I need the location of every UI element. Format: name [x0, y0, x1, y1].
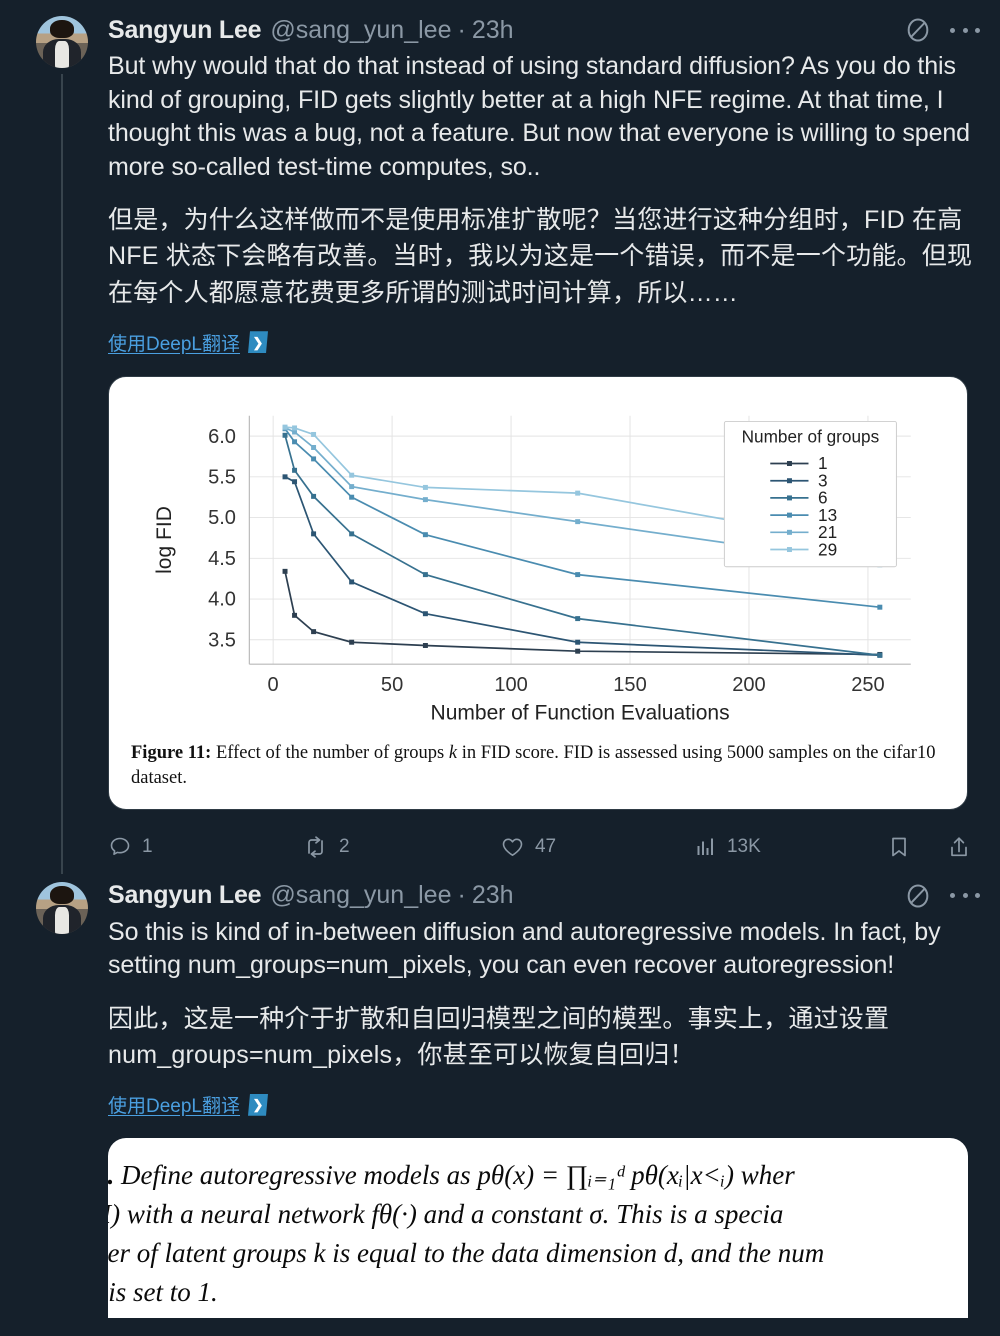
bookmark-button[interactable] — [888, 835, 910, 859]
math-equation-image: 1. Define autoregressive models as pθ(x)… — [108, 1156, 968, 1312]
reply-button[interactable]: 1 — [108, 835, 303, 859]
caption-part-2: in FID score. FID is assessed using 5000… — [131, 742, 936, 788]
timestamp[interactable]: 23h — [471, 881, 514, 910]
chart-svg: 3.5 4.0 4.5 5.0 5.5 6.0 0 50 100 150 200 250 Number … — [153, 415, 911, 724]
svg-text:3: 3 — [818, 470, 828, 490]
svg-text:5.0: 5.0 — [208, 507, 236, 529]
svg-text:6: 6 — [818, 487, 828, 507]
share-button[interactable] — [948, 835, 970, 859]
tweet-1-text-chinese: 但是，为什么这样做而不是使用标准扩散呢？当您进行这种分组时，FID 在高 NFE… — [108, 206, 973, 307]
bookmark-icon — [892, 837, 906, 857]
svg-text:3.5: 3.5 — [208, 629, 236, 651]
math-line-3: ber of latent groups k is equal to the d… — [108, 1237, 825, 1268]
svg-text:50: 50 — [381, 674, 403, 696]
math-line-1-number: 1. — [108, 1160, 115, 1191]
tweet-1-text-english: But why would that do that instead of us… — [108, 52, 970, 181]
share-icon — [951, 837, 967, 856]
like-button[interactable]: 47 — [500, 835, 695, 859]
math-line-4: j is set to 1. — [108, 1276, 218, 1307]
retweet-button[interactable]: 2 — [303, 835, 500, 859]
thread-connector-line — [61, 74, 63, 874]
svg-text:150: 150 — [613, 674, 646, 696]
tweet-2-header: Sangyun Lee @sang_yun_lee · 23h — [108, 880, 980, 912]
tweet-1-action-bar: 1 2 47 — [108, 824, 980, 870]
analytics-bars-icon — [697, 838, 713, 855]
heart-icon — [502, 838, 523, 856]
tweet-2-text-english: So this is kind of in-between diffusion … — [108, 917, 941, 980]
retweet-count: 2 — [339, 835, 350, 857]
tweet-2-translate-row: 使用DeepL翻译 ❯ — [108, 1091, 980, 1118]
tweet-1: Sangyun Lee @sang_yun_lee · 23h But why … — [36, 14, 980, 874]
svg-text:5.5: 5.5 — [208, 466, 236, 488]
svg-text:250: 250 — [851, 674, 884, 696]
svg-text:4.0: 4.0 — [208, 588, 236, 610]
grok-slash-icon[interactable] — [904, 882, 932, 910]
tweet-2-text-chinese: 因此，这是一种介于扩散和自回归模型之间的模型。事实上，通过设置 num_grou… — [108, 1004, 890, 1069]
fid-vs-nfe-line-chart: 3.5 4.0 4.5 5.0 5.5 6.0 0 50 100 150 200 250 Number … — [127, 391, 949, 731]
tweet-2-gutter — [36, 880, 98, 1319]
figure-caption: Figure 11: Effect of the number of group… — [109, 741, 967, 809]
svg-text:6.0: 6.0 — [208, 426, 236, 448]
author-display-name[interactable]: Sangyun Lee — [108, 881, 262, 910]
tweet-2-body: Sangyun Lee @sang_yun_lee · 23h So this … — [98, 880, 980, 1319]
like-count: 47 — [534, 835, 557, 857]
tweet-2: Sangyun Lee @sang_yun_lee · 23h So this … — [0, 870, 1000, 1319]
retweet-icon — [308, 836, 323, 858]
avatar[interactable] — [36, 881, 88, 934]
tweet-1-gutter — [36, 14, 98, 874]
tweet-1-media-card[interactable]: 3.5 4.0 4.5 5.0 5.5 6.0 0 50 100 150 200 250 Number … — [108, 375, 968, 810]
math-line-2: ²I) with a neural network fθ(·) and a co… — [108, 1199, 784, 1230]
deepl-logo-icon: ❯ — [248, 331, 268, 354]
figure-container: 3.5 4.0 4.5 5.0 5.5 6.0 0 50 100 150 200 250 Number … — [109, 377, 967, 741]
more-options-icon[interactable] — [950, 18, 980, 42]
author-handle[interactable]: @sang_yun_lee — [270, 15, 452, 44]
svg-text:0: 0 — [268, 674, 279, 696]
tweet-1-header: Sangyun Lee @sang_yun_lee · 23h — [108, 14, 980, 46]
more-options-icon[interactable] — [950, 884, 980, 908]
caption-italic-k: k — [448, 742, 458, 763]
separator-dot: · — [457, 881, 466, 910]
tweet-2-media-card[interactable]: 1. Define autoregressive models as pθ(x)… — [108, 1138, 968, 1319]
separator-dot: · — [457, 15, 466, 44]
caption-prefix: Figure 11: — [131, 742, 212, 763]
deepl-logo-icon: ❯ — [248, 1093, 268, 1116]
author-handle[interactable]: @sang_yun_lee — [270, 881, 452, 910]
deepl-translate-link[interactable]: 使用DeepL翻译 — [108, 1096, 240, 1118]
timestamp[interactable]: 23h — [471, 15, 514, 44]
svg-text:Number of groups: Number of groups — [742, 426, 880, 446]
tweet-1-translate-row: 使用DeepL翻译 ❯ — [108, 329, 980, 356]
avatar[interactable] — [36, 16, 88, 68]
svg-text:200: 200 — [732, 674, 765, 696]
reply-count: 1 — [142, 835, 153, 857]
svg-text:100: 100 — [494, 674, 527, 696]
view-count: 13K — [726, 835, 761, 857]
svg-text:4.5: 4.5 — [208, 548, 236, 570]
math-line-1: Define autoregressive models as pθ(x) = … — [114, 1160, 795, 1191]
views-button[interactable]: 13K — [695, 836, 888, 858]
svg-text:1: 1 — [818, 453, 828, 473]
deepl-translate-link[interactable]: 使用DeepL翻译 — [108, 333, 240, 355]
svg-text:29: 29 — [818, 539, 837, 559]
caption-part-1: Effect of the number of groups — [211, 742, 449, 763]
svg-text:Number of Function Evaluations: Number of Function Evaluations — [431, 701, 730, 724]
reply-icon — [110, 837, 130, 855]
svg-text:21: 21 — [818, 522, 837, 542]
tweet-1-body: Sangyun Lee @sang_yun_lee · 23h But why … — [98, 14, 980, 870]
author-display-name[interactable]: Sangyun Lee — [108, 15, 262, 44]
svg-text:log FID: log FID — [153, 506, 176, 574]
svg-text:13: 13 — [818, 505, 837, 525]
grok-slash-icon[interactable] — [904, 16, 932, 44]
